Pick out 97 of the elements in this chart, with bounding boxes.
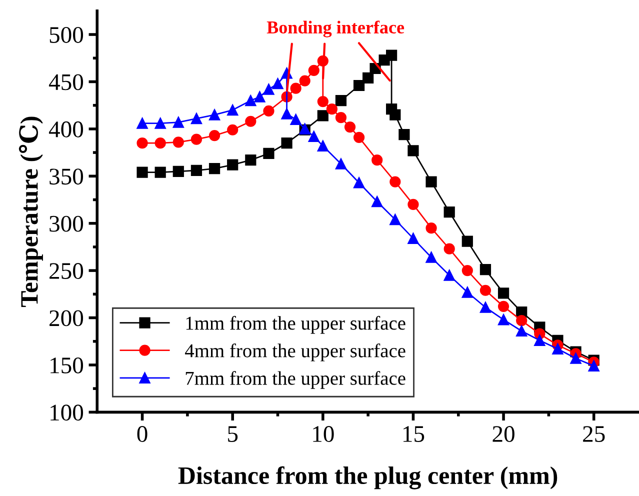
point xyxy=(290,82,302,94)
point xyxy=(172,116,184,128)
x-tick-label: 0 xyxy=(137,426,148,442)
point xyxy=(254,91,266,102)
point xyxy=(335,158,347,170)
point xyxy=(317,140,328,152)
point xyxy=(136,138,148,149)
point xyxy=(227,124,238,136)
legend-label: 1mm from the upper surface xyxy=(186,316,406,334)
point xyxy=(372,154,383,166)
point xyxy=(335,95,347,106)
point xyxy=(386,50,398,61)
point xyxy=(426,222,437,234)
x-axis-title: Distance from the plug center (mm) xyxy=(178,466,558,490)
point xyxy=(290,114,302,126)
point xyxy=(480,264,492,276)
point xyxy=(398,129,410,140)
point xyxy=(317,110,328,122)
point xyxy=(208,163,220,174)
point xyxy=(154,118,166,129)
y-tick-label: 300 xyxy=(50,216,84,232)
point xyxy=(426,176,437,188)
x-tick-label: 15 xyxy=(403,426,424,442)
point xyxy=(480,302,492,313)
point xyxy=(263,148,274,160)
point xyxy=(308,64,320,76)
y-tick-label: 450 xyxy=(48,74,84,90)
point xyxy=(362,72,374,84)
y-tick-label: 200 xyxy=(50,310,84,326)
point xyxy=(136,166,148,178)
point xyxy=(245,95,256,106)
point xyxy=(154,138,166,149)
point xyxy=(353,177,365,188)
point xyxy=(272,78,284,90)
point xyxy=(408,232,419,244)
y-tick-label: 100 xyxy=(50,404,84,421)
point xyxy=(190,164,202,176)
y-tick-label: 250 xyxy=(50,263,84,279)
point xyxy=(462,264,473,276)
point xyxy=(444,206,455,218)
point xyxy=(190,112,202,124)
point xyxy=(390,109,401,120)
point xyxy=(390,176,401,188)
point xyxy=(299,75,310,86)
point xyxy=(308,130,320,142)
legend-label: 4mm from the upper surface xyxy=(185,343,406,362)
point xyxy=(245,154,256,166)
point xyxy=(227,104,238,116)
point xyxy=(534,334,546,346)
legend-label: 7mm from the upper surface xyxy=(186,371,406,389)
point xyxy=(390,214,401,226)
point xyxy=(372,196,383,208)
point xyxy=(245,116,256,127)
point xyxy=(344,121,356,133)
point xyxy=(462,286,473,298)
point xyxy=(317,96,328,108)
point xyxy=(227,159,238,170)
point xyxy=(426,252,437,263)
x-tick-label: 25 xyxy=(583,426,605,442)
point xyxy=(353,132,365,143)
point xyxy=(190,134,202,145)
x-tick-label: 10 xyxy=(313,426,334,442)
point xyxy=(588,360,600,372)
point xyxy=(353,80,365,92)
point xyxy=(516,325,528,337)
point xyxy=(408,198,419,210)
x-tick-label: 20 xyxy=(492,426,514,442)
point xyxy=(326,104,338,115)
point xyxy=(516,315,528,326)
point xyxy=(208,109,220,120)
point xyxy=(263,105,274,117)
point xyxy=(480,284,492,296)
point xyxy=(154,166,166,178)
point xyxy=(498,288,510,299)
x-tick-label: 5 xyxy=(228,426,238,442)
y-tick-label: 500 xyxy=(50,27,84,43)
y-axis-title: Temperature (℃) xyxy=(18,116,43,308)
point xyxy=(498,300,510,312)
point xyxy=(570,352,582,364)
point xyxy=(208,130,220,142)
point xyxy=(281,138,292,149)
point xyxy=(172,166,184,177)
y-tick-label: 400 xyxy=(48,121,84,138)
point xyxy=(136,118,148,129)
point xyxy=(552,343,564,354)
point xyxy=(462,236,473,247)
point xyxy=(408,145,419,156)
annotation: Bonding interface xyxy=(266,20,404,38)
point xyxy=(263,84,274,95)
point xyxy=(172,136,184,148)
y-tick-label: 150 xyxy=(50,357,84,374)
point xyxy=(281,108,292,120)
point xyxy=(444,270,455,281)
point xyxy=(335,112,347,124)
y-tick-label: 350 xyxy=(50,168,84,185)
point xyxy=(498,314,510,326)
point xyxy=(444,243,455,254)
